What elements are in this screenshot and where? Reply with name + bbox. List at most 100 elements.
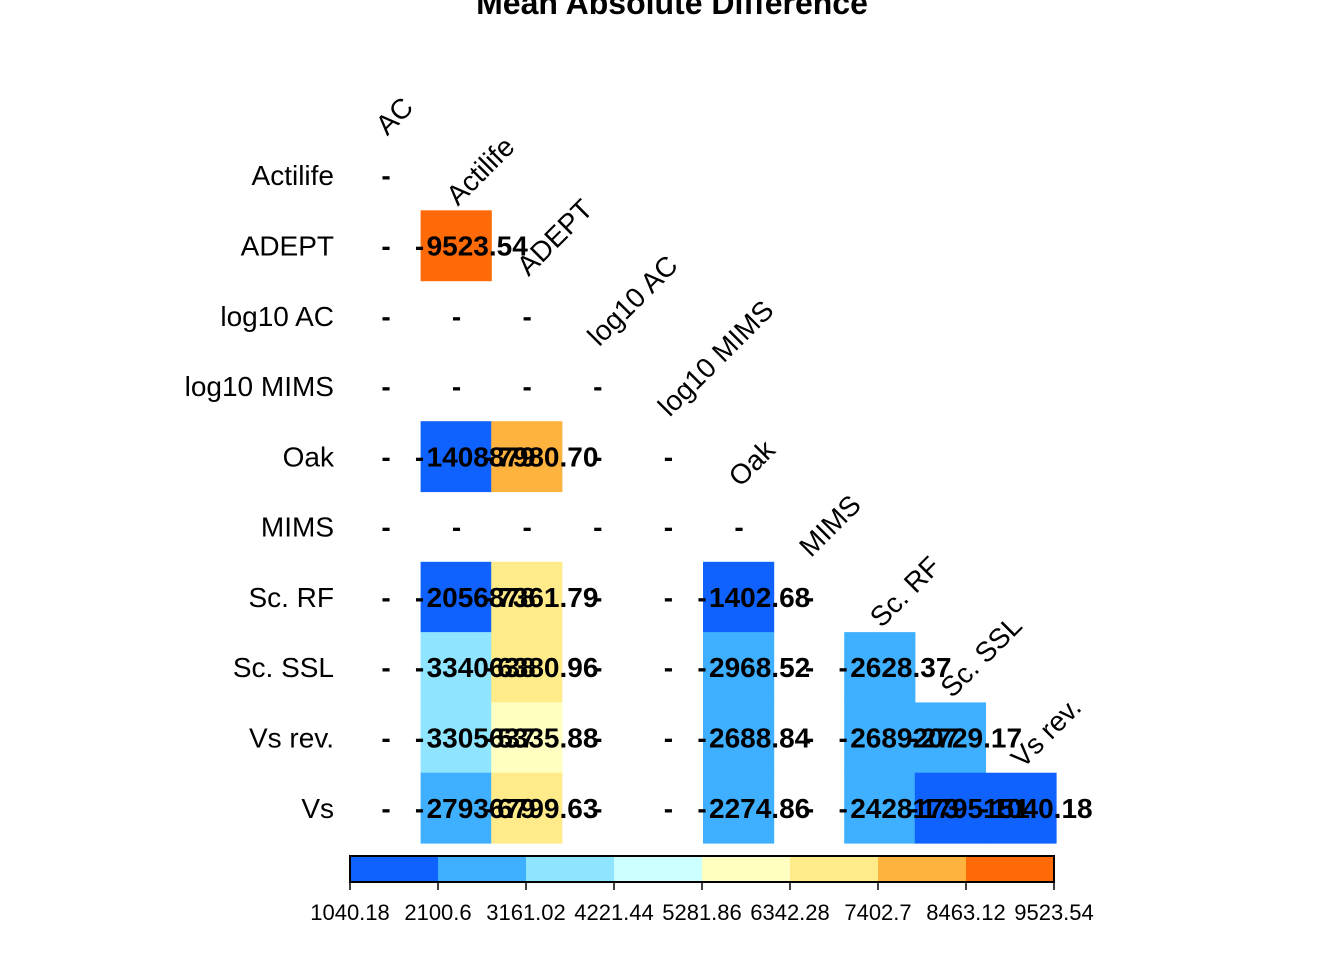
missing-value: - [664,441,673,472]
cell-value: 2274.86 [709,793,810,824]
heatmap-cell [420,772,492,844]
heatmap-cell [420,421,492,493]
missing-value: - [381,441,390,472]
legend-tick-label: 2100.6 [404,900,471,925]
legend-swatch [702,856,791,882]
legend-swatch [966,856,1055,882]
row-label: Sc. RF [248,582,334,613]
missing-value: - [452,371,461,402]
column-label: Actilife [440,131,520,211]
cell-value: 2689207 [850,723,959,754]
cell-dash: - [486,723,495,754]
cell-value: 6799.63 [497,793,598,824]
legend-swatch [438,856,527,882]
missing-value: - [664,723,673,754]
missing-value: - [523,301,532,332]
cell-dash: - [697,793,706,824]
cell-value: 1040.18 [991,793,1092,824]
missing-value: - [664,512,673,543]
cell-dash: - [839,723,848,754]
row-label: ADEPT [241,231,334,262]
missing-value: - [805,723,814,754]
cell-value: 2968.52 [709,652,810,683]
cell-dash: - [909,723,918,754]
row-label: Sc. SSL [233,652,334,683]
heatmap-cell [703,561,775,633]
cell-value: 7980.70 [497,441,598,472]
column-label: AC [370,91,419,140]
cell-dash: - [415,582,424,613]
legend-tick-label: 6342.28 [750,900,830,925]
heatmap-cell [491,421,563,493]
legend-tick-label: 7402.7 [844,900,911,925]
heatmap-cell [491,772,563,844]
missing-value: - [381,793,390,824]
row-label: Actilife [252,160,334,191]
cell-dash: - [909,793,918,824]
column-label: log10 AC [581,249,683,351]
color-legend: 1040.18 2100.6 3161.02 4221.44 5281.86 6342.2… [310,855,1094,925]
legend-tick-label: 3161.02 [486,900,566,925]
missing-value: - [381,371,390,402]
cell-dash: - [486,582,495,613]
missing-value: - [805,582,814,613]
legend-swatch [350,856,439,882]
missing-value: - [381,652,390,683]
legend-swatch [614,856,703,882]
legend-tick-label: 9523.54 [1014,900,1094,925]
missing-value: - [664,652,673,683]
missing-value: - [805,652,814,683]
cell-dash: - [415,793,424,824]
cell-dash: - [697,723,706,754]
chart-title: Mean Absolute Difference [476,0,868,21]
cell-dash: - [697,582,706,613]
legend-tick-label: 4221.44 [574,900,654,925]
missing-value: - [593,652,602,683]
cell-value: 1795151 [921,793,1030,824]
column-label: log10 MIMS [652,294,780,422]
missing-value: - [593,793,602,824]
missing-value: - [381,512,390,543]
missing-value: - [381,160,390,191]
cell-value: 2628.37 [850,652,951,683]
cell-value: 7361.79 [497,582,598,613]
missing-value: - [452,301,461,332]
cell-value: 2688.84 [709,723,811,754]
heatmap-cell [985,772,1057,844]
missing-value: - [593,512,602,543]
heatmap-cell [491,561,563,633]
cell-value: 2056878 [427,582,536,613]
column-label: Oak [723,433,782,492]
cell-dash: - [486,793,495,824]
heatmap-cell [914,702,986,774]
legend-swatch [526,856,615,882]
missing-value: - [523,371,532,402]
heatmap-cell [844,702,916,774]
cell-dash: - [697,652,706,683]
missing-value: - [523,512,532,543]
cell-dash: - [839,652,848,683]
missing-value: - [664,582,673,613]
heatmap-cell [420,632,492,703]
heatmap-cell [420,561,492,633]
cell-dash: - [839,793,848,824]
missing-value: - [381,723,390,754]
cell-dash: - [415,652,424,683]
cell-dash: - [415,231,424,262]
heatmap-cell [844,632,916,703]
missing-value: - [593,441,602,472]
heatmap-cells [420,210,1057,844]
heatmap-cell [703,632,775,703]
missing-value: - [805,793,814,824]
cell-value: 2729.17 [921,723,1022,754]
cell-dash: - [415,441,424,472]
row-label: Oak [283,441,335,472]
column-label: MIMS [793,489,867,563]
cell-value: 1402.68 [709,582,810,613]
cell-dash: - [486,441,495,472]
cell-value: 3340638 [427,652,536,683]
heatmap-cell [491,702,563,774]
legend-swatch [790,856,879,882]
heatmap-cell [703,772,775,844]
heatmap-cell [420,210,492,282]
